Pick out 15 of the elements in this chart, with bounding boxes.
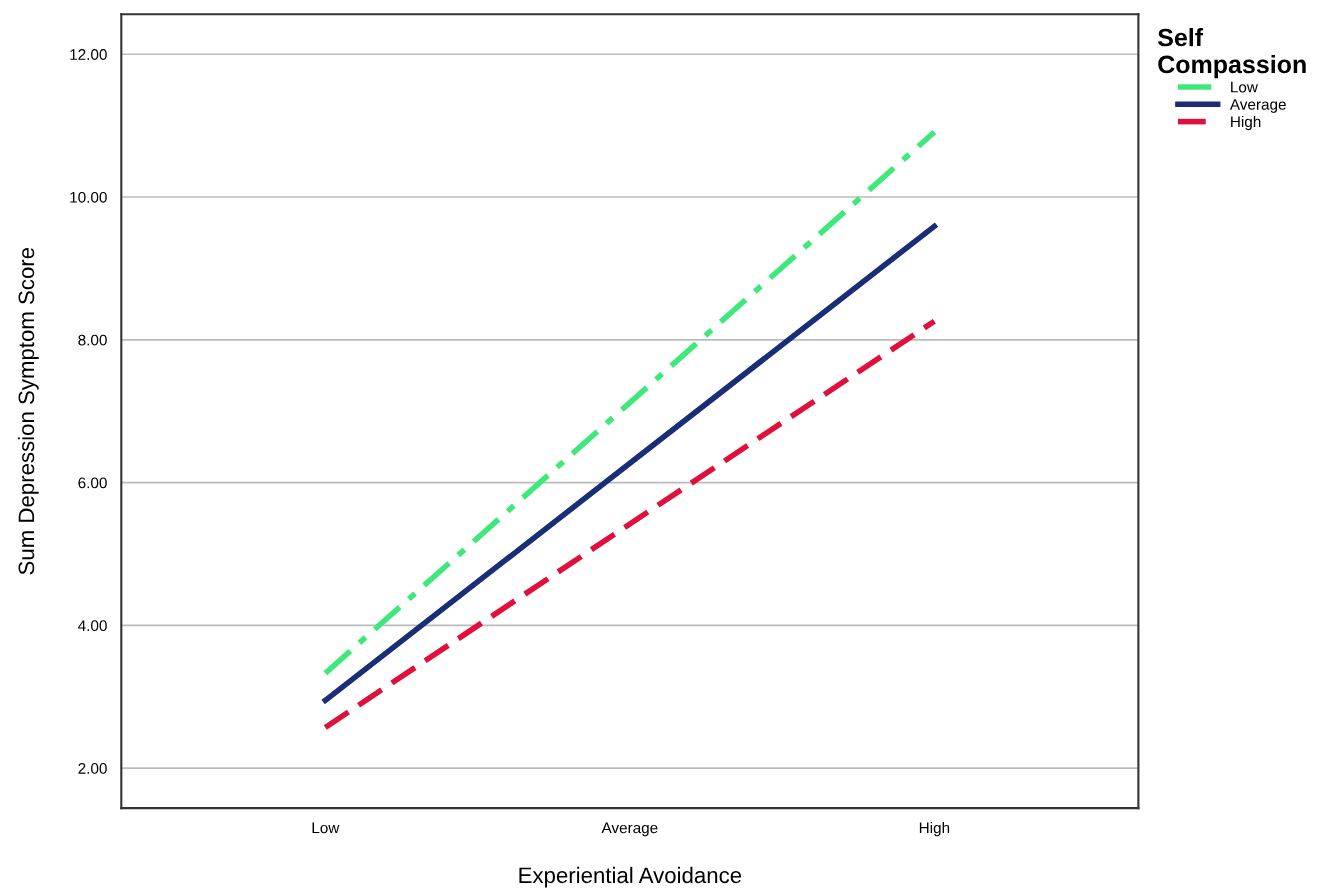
legend-label: High	[1231, 115, 1261, 131]
y-tick-label: 10.00	[70, 191, 107, 203]
y-tick-label: 8.00	[78, 334, 107, 346]
y-axis-title: Sum Depression Symptom Score	[17, 247, 39, 575]
y-tick-label: 4.00	[78, 620, 107, 632]
legend-title: Self Compassion	[1157, 28, 1306, 79]
y-tick-label: 2.00	[78, 763, 107, 774]
x-tick-label: High	[919, 822, 950, 837]
x-axis-title: Experiential Avoidance	[519, 866, 742, 888]
x-tick-label: Average	[601, 822, 658, 837]
legend-label: Average	[1229, 99, 1286, 113]
x-tick-label: Low	[312, 822, 340, 834]
y-tick-label: 12.00	[70, 49, 107, 60]
y-tick-label: 6.00	[78, 477, 107, 489]
legend-label: Low	[1231, 81, 1258, 93]
